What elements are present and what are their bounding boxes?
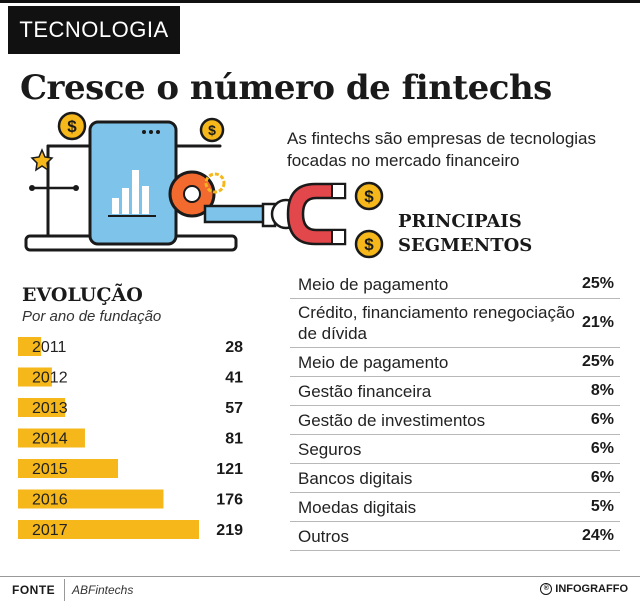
segments-list: Meio de pagamento 25% Crédito, financiamen… [290,270,620,551]
bar-2013 [18,398,66,417]
footer-source: ABFintechs [72,583,134,597]
bar-2014 [18,428,85,448]
segment-label: Moedas digitais [298,497,417,517]
count-label: 81 [225,431,243,448]
segment-row: Seguros 6% [290,435,620,464]
coin-icon: $ [354,181,384,211]
year-label: 2014 [32,431,68,448]
coin-icon: $ [57,111,87,141]
coin-icon: $ [199,117,225,143]
year-label: 2015 [32,461,68,478]
bar-2011 [18,337,42,356]
chart-icon [108,170,156,217]
gear-icon [204,172,226,194]
segment-row: Meio de pagamento 25% [290,348,620,377]
footer-brand: ® INFOGRAFFO [540,583,628,595]
evolution-subtitle: Por ano de fundação [22,308,162,325]
segment-value: 5% [590,498,614,515]
coin-icon: $ [354,229,384,259]
coin-symbol: $ [364,187,374,206]
magnet-icon [286,182,347,246]
year-label: 2013 [32,400,68,417]
count-label: 57 [225,400,243,417]
section-tag: TECNOLOGIA [8,6,180,54]
segment-label: Meio de pagamento [298,352,449,372]
segment-row: Gestão financeira 8% [290,377,620,406]
segment-value: 24% [581,527,614,544]
bar-2012 [18,367,52,387]
footer-source-label: FONTE [12,583,56,597]
coin-symbol: $ [67,117,77,136]
segment-value: 8% [590,382,614,399]
year-label: 2011 [32,339,67,356]
segment-label: Bancos digitais [298,468,413,488]
evolution-title: EVOLUÇÃO [22,284,143,306]
segment-row: Meio de pagamento 25% [290,270,620,299]
footer: FONTE ABFintechs ® INFOGRAFFO [0,576,640,601]
coin-symbol: $ [364,235,374,254]
segment-value: 25% [581,275,614,292]
segment-value: 6% [590,469,614,486]
segment-label: Gestão de investimentos [298,410,486,430]
top-rule [0,0,640,3]
bar-2017 [18,520,199,539]
year-label: 2012 [32,370,68,387]
segment-value: 21% [581,314,614,331]
segment-row: Moedas digitais 5% [290,493,620,522]
segment-row: Crédito, financiamento renegociação de d… [290,299,620,348]
segment-value: 6% [590,440,614,457]
year-label: 2017 [32,522,68,539]
segment-row: Gestão de investimentos 6% [290,406,620,435]
segment-row: Outros 24% [290,522,620,551]
count-label: 176 [216,492,243,509]
segment-value: 6% [590,411,614,428]
coin-symbol: $ [208,122,216,138]
segments-title: PRINCIPAIS SEGMENTOS [398,211,533,256]
star-icon [30,148,54,172]
evolution-bar-chart: 2011 28 2012 41 2013 57 2014 81 2015 121 2016 176 20… [18,337,243,539]
bar-2016 [18,489,164,509]
segment-label: Meio de pagamento [298,274,449,294]
footer-brand-name: INFOGRAFFO [555,583,628,595]
year-label: 2016 [32,492,68,509]
count-label: 121 [216,461,243,478]
segment-value: 25% [581,353,614,370]
segment-label: Crédito, financiamento renegociação de d… [298,303,575,343]
segment-row: Bancos digitais 6% [290,464,620,493]
count-label: 28 [225,339,243,356]
subtitle: As fintechs são empresas de tecnologias … [287,129,597,170]
bar-2015 [18,459,119,478]
count-label: 219 [216,522,243,539]
footer-divider [64,579,65,601]
segment-label: Seguros [298,439,362,459]
headline: Cresce o número de fintechs [20,68,552,108]
segment-label: Outros [298,526,350,546]
segment-label: Gestão financeira [298,381,432,401]
count-label: 41 [225,370,243,387]
fintech-illustration: $ $ $ $ [24,111,384,259]
brand-logo-icon: ® [540,583,553,595]
